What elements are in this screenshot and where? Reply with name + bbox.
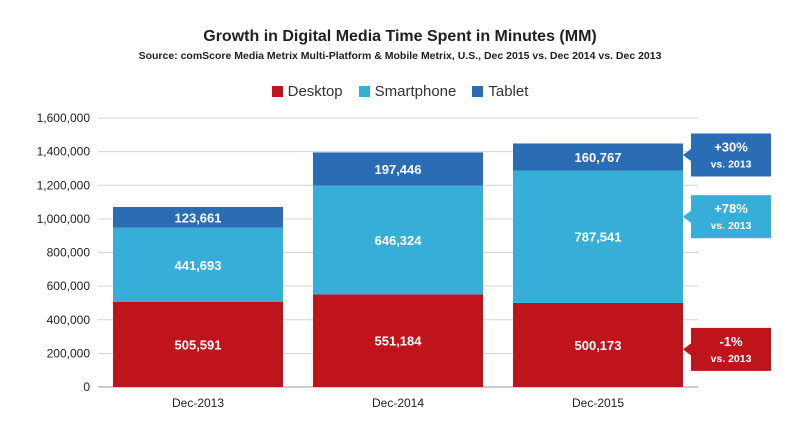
callout-main-text: +78% [714,201,748,216]
y-tick-label: 1,600,000 [37,111,91,125]
data-label: 500,173 [575,338,622,353]
callout-box [691,133,771,177]
callout-pointer [683,148,691,161]
legend-label-tablet: Tablet [488,83,529,100]
legend-swatch-desktop [271,86,283,97]
callout-box [691,195,771,239]
bar-smartphone [513,170,683,303]
callout-box [691,327,771,371]
data-label: 197,446 [375,162,422,177]
legend: Desktop Smartphone Tablet [0,83,800,100]
bar-tablet [313,152,483,186]
callout-pointer [683,343,691,356]
bar-smartphone [113,227,283,302]
callout-pointer [683,210,691,223]
x-tick-label: Dec-2014 [372,396,424,410]
legend-label-smartphone: Smartphone [374,83,457,100]
bar-desktop [113,301,283,387]
y-tick-label: 1,000,000 [37,212,91,226]
callout-main-text: -1% [719,334,743,349]
legend-item-tablet: Tablet [472,83,528,100]
bar-desktop [513,302,683,387]
callout-sub-text: vs. 2013 [711,353,752,365]
data-label: 646,324 [375,233,423,248]
callout-sub-text: vs. 2013 [711,220,752,232]
data-label: 441,693 [175,258,222,273]
y-tick-label: 1,400,000 [37,145,91,159]
legend-label-desktop: Desktop [287,83,343,100]
callout-main-text: +30% [714,139,748,154]
y-tick-label: 200,000 [47,346,91,360]
data-label: 160,767 [575,150,622,165]
bar-smartphone [313,185,483,295]
chart-subtitle: Source: comScore Media Metrix Multi-Plat… [138,50,662,62]
y-tick-label: 1,200,000 [37,178,91,192]
y-tick-label: 800,000 [47,246,91,260]
bar-tablet [113,206,283,228]
callout-sub-text: vs. 2013 [711,158,752,170]
data-label: 787,541 [575,230,622,245]
data-label: 551,184 [375,334,423,349]
bar-tablet [513,143,683,171]
legend-item-desktop: Desktop [271,83,343,100]
legend-swatch-tablet [472,86,484,97]
x-tick-label: Dec-2015 [572,396,624,410]
y-tick-label: 400,000 [47,313,91,327]
data-label: 123,661 [175,210,222,225]
chart-title: Growth in Digital Media Time Spent in Mi… [203,28,597,45]
x-tick-label: Dec-2013 [172,396,224,410]
data-label: 505,591 [175,337,222,352]
legend-swatch-smartphone [358,86,370,97]
legend-item-smartphone: Smartphone [358,83,457,100]
y-tick-label: 0 [83,380,90,394]
bar-desktop [313,294,483,387]
y-tick-label: 600,000 [47,279,91,293]
